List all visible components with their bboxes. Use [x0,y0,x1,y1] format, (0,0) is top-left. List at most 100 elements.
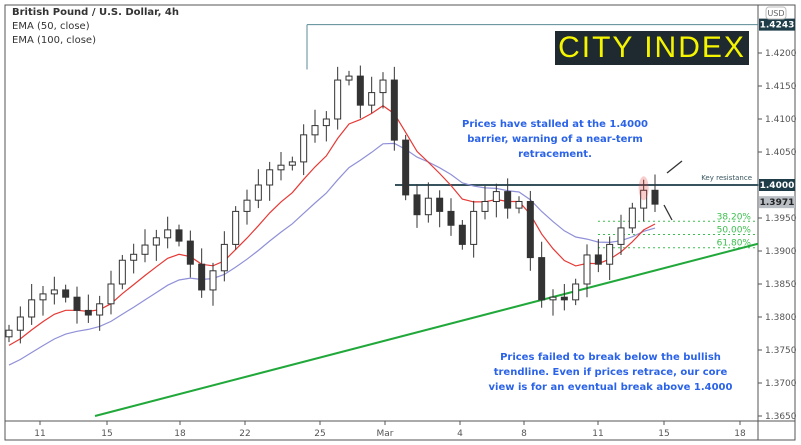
resistance-badge: 1.4000 [760,181,795,191]
ema50-line [8,104,656,346]
candle [322,118,330,127]
resistance-badge-bg [759,179,795,191]
candle [130,253,138,261]
high-badge-bg [759,18,795,31]
candle [345,75,353,81]
candle [379,79,387,94]
candle [515,201,523,209]
symbol-title: British Pound / U.S. Dollar, 4h [12,7,179,18]
candle [277,164,285,171]
resistance-label: Key resistance [701,174,752,182]
candle [504,191,512,209]
x-tick-label: 18 [174,429,186,439]
annotation-top: Prices have stalled at the 1.4000 barrie… [461,119,648,160]
candle [73,296,81,311]
candle [96,303,104,316]
candle [152,237,160,246]
candle [458,224,466,245]
candle [368,92,376,106]
candle [300,134,308,163]
candle [39,293,47,301]
fib-label: 61.80% [717,239,752,249]
candle [390,79,398,141]
candle [549,296,557,301]
candle [640,189,648,209]
x-tick-label: 15 [101,429,112,439]
candle [254,184,262,201]
fib-label: 38.20% [717,212,752,222]
ema50-label: EMA (50, close) [12,21,90,32]
candle [232,210,240,245]
city-index-logo: CITY INDEX [555,31,749,65]
chart-legend: British Pound / U.S. Dollar, 4h EMA (50,… [12,6,179,48]
candle [436,197,444,212]
x-tick-label: Mar [377,429,394,439]
candle [84,309,92,316]
x-tick-label: 22 [239,429,250,439]
y-tick-label: 1.3750 [765,346,797,356]
candle [5,329,13,338]
candle [118,259,126,285]
currency-badge-bg [765,6,787,20]
candle [164,229,172,239]
arrow-up [666,160,683,174]
candle [175,229,183,242]
ema100-label: EMA (100, close) [12,35,96,46]
candle [526,201,534,259]
x-tick-label: 15 [658,429,669,439]
candle [107,283,115,305]
y-tick-label: 1.3850 [765,280,797,290]
last-price-badge-bg [759,196,795,209]
candle [356,75,364,106]
y-tick-label: 1.4100 [765,115,797,125]
currency-label: USD [767,9,784,18]
bullish-trendline [94,242,759,417]
y-tick-label: 1.3650 [765,412,797,422]
candle [538,257,546,301]
candle [16,316,24,331]
y-tick-label: 1.3900 [765,247,797,257]
candle [243,199,251,212]
candle [447,210,455,226]
candle [560,296,568,301]
y-tick-label: 1.4150 [765,82,797,92]
arrow-down [663,204,673,221]
candle [572,283,580,301]
candle [594,254,602,265]
y-tick-label: 1.3700 [765,379,797,389]
candle [186,240,194,265]
highlight-marker [638,176,649,201]
candle [334,79,342,120]
candle [141,244,149,255]
candle [198,263,206,291]
y-tick-label: 1.4050 [765,148,797,158]
x-tick-label: 8 [521,429,527,439]
annotation-bottom: Prices failed to break below the bullish… [488,352,733,393]
candle [413,194,421,216]
x-tick-label: 11 [592,429,603,439]
candle [50,289,58,295]
fib-label: 50.00% [717,226,752,236]
y-tick-label: 1.3950 [765,214,797,224]
y-tick-label: 1.4200 [765,49,797,59]
candle [481,201,489,212]
y-tick-label: 1.3800 [765,313,797,323]
candle [220,243,228,272]
x-tick-label: 4 [457,429,463,439]
x-tick-label: 11 [34,429,45,439]
candle [651,189,659,205]
ema100-line [8,142,656,366]
candle [62,289,70,298]
candle [311,125,319,136]
candle [606,243,614,265]
candle [402,139,410,196]
candle [617,227,625,245]
candle [266,169,274,186]
candle [209,270,217,291]
candle [470,210,478,245]
x-tick-label: 25 [314,429,325,439]
candle [628,207,636,229]
candle [28,299,36,318]
